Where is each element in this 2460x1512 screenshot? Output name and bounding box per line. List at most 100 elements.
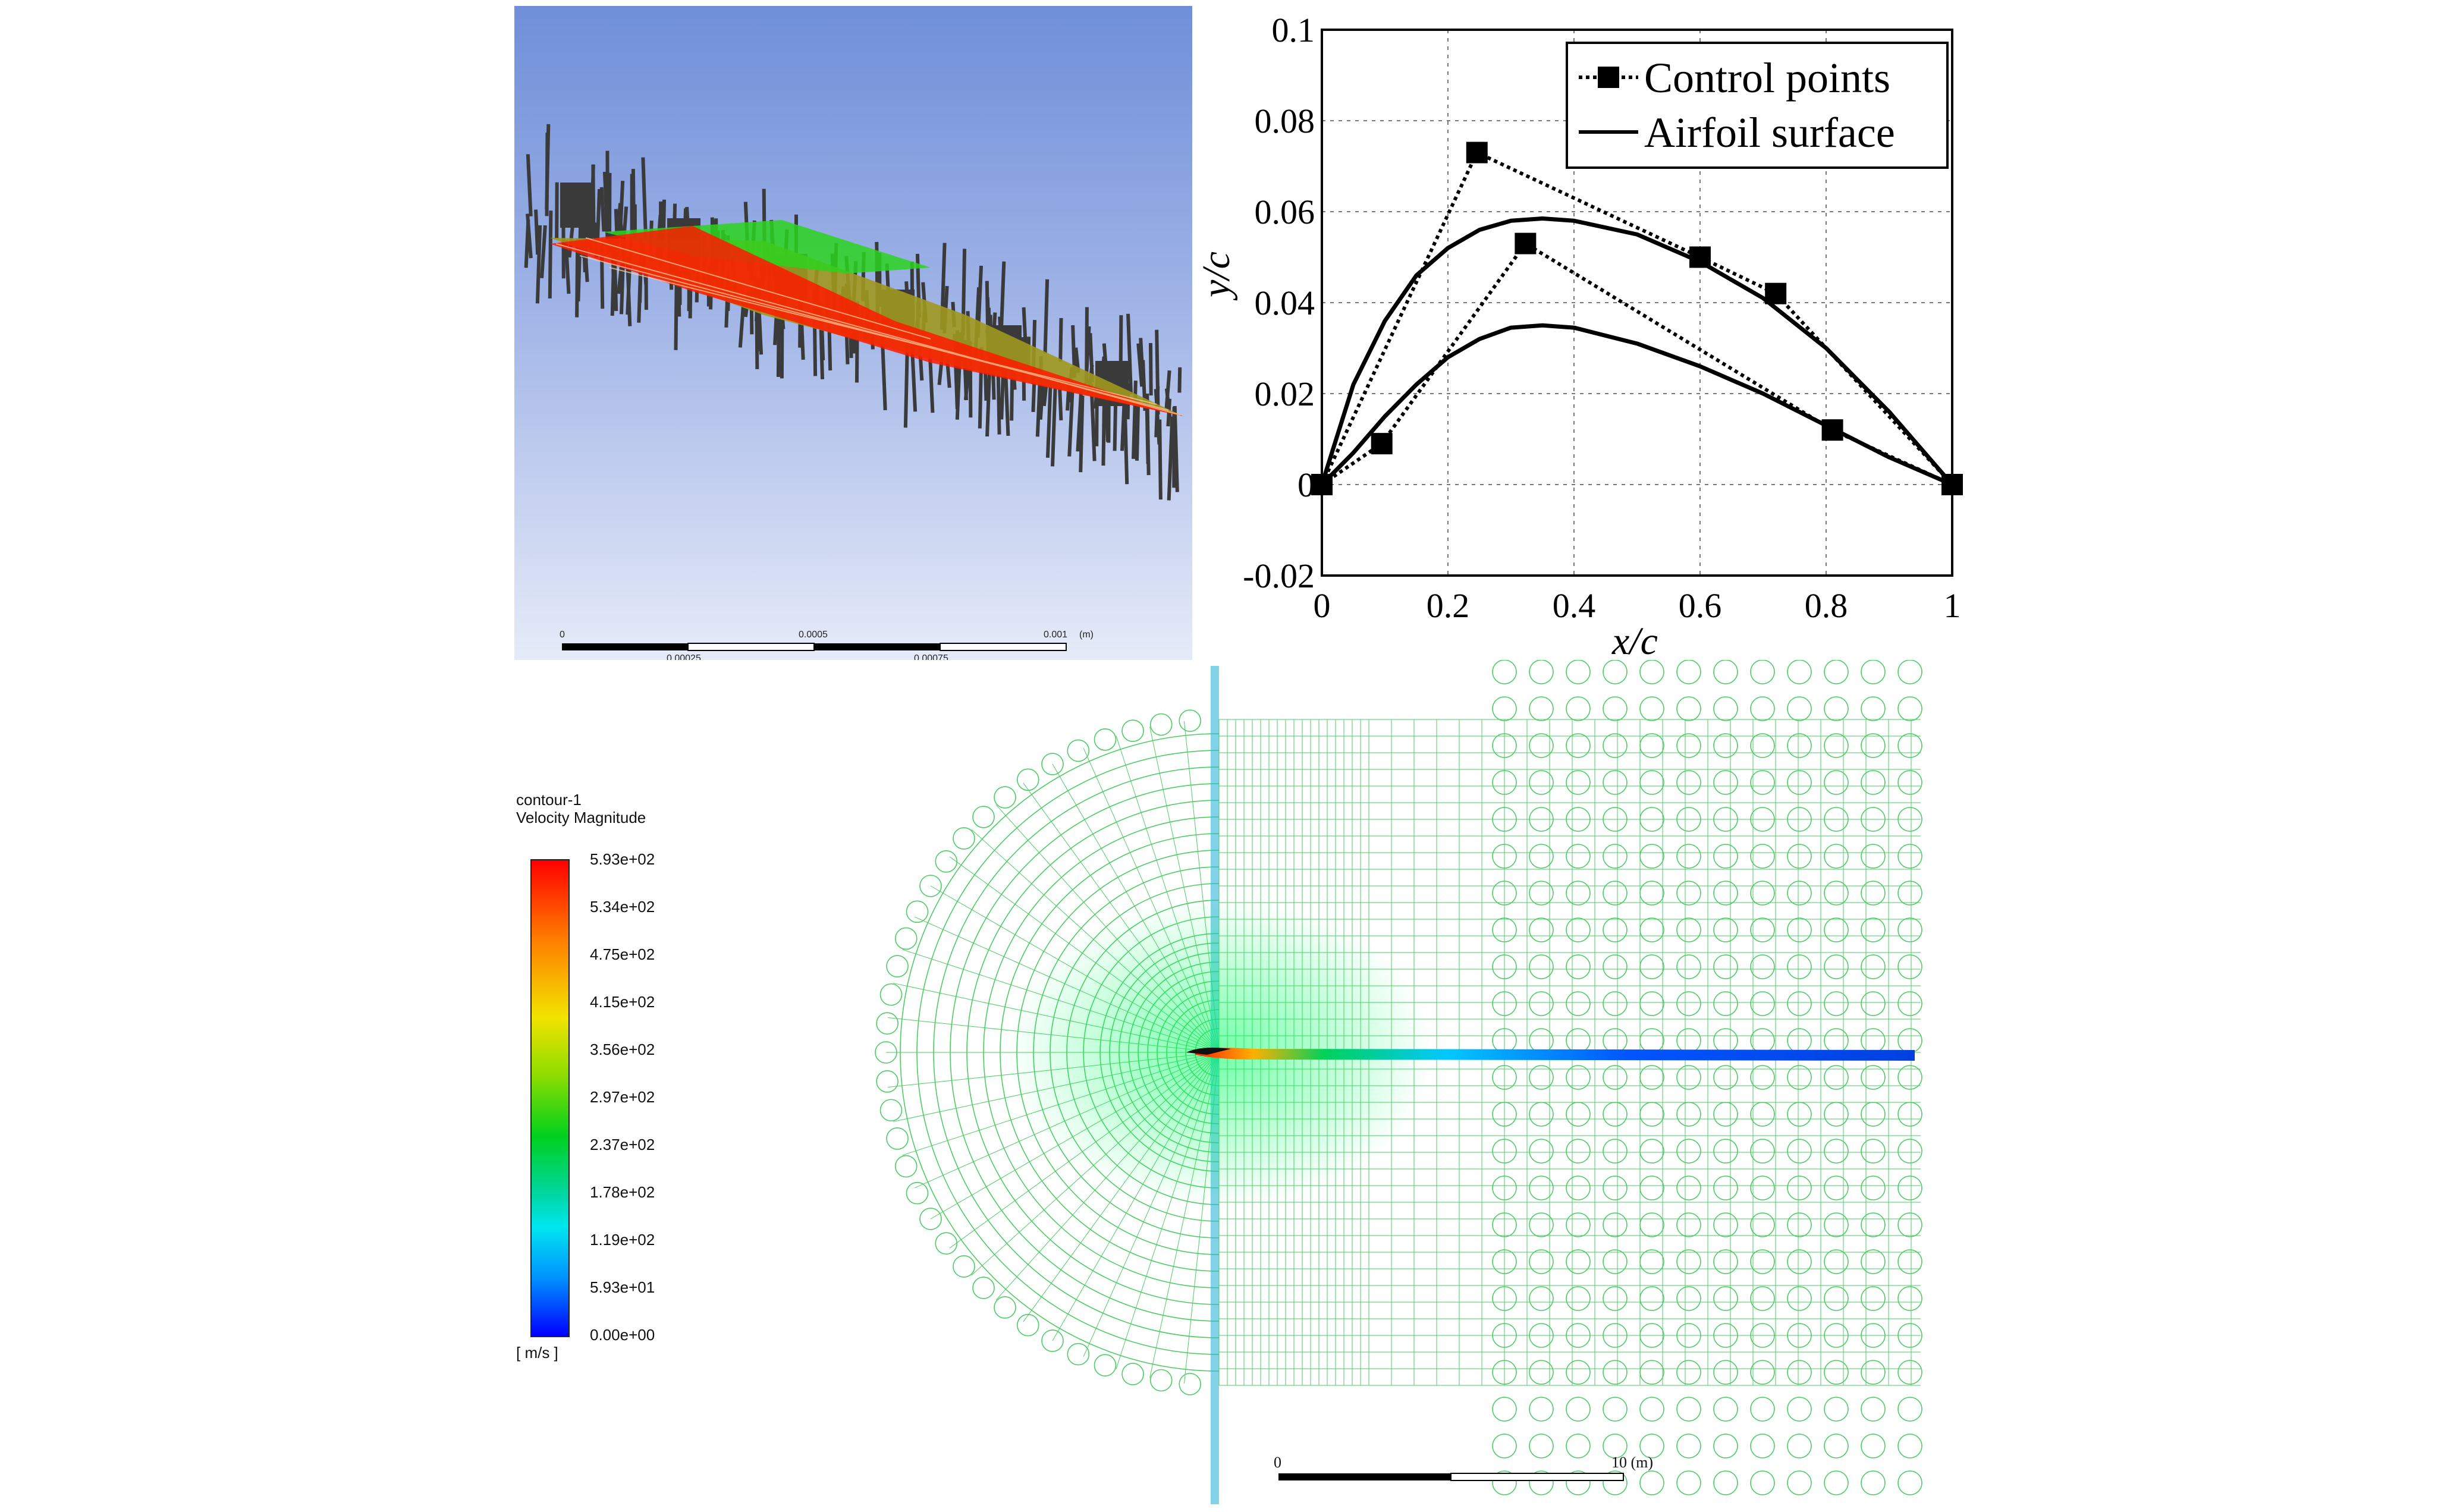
normal-arrow — [1132, 381, 1138, 459]
mesh-node-marker — [1750, 991, 1775, 1016]
mesh-node-marker — [1639, 954, 1664, 979]
mesh-node-marker — [1492, 1286, 1517, 1311]
mesh-node-marker — [1824, 807, 1849, 832]
mesh-node-marker — [1824, 991, 1849, 1016]
normal-arrow — [526, 154, 533, 216]
mesh-node-marker — [875, 1041, 897, 1064]
normal-arrow — [1031, 382, 1036, 412]
mesh-node-marker — [1713, 733, 1738, 758]
mesh-node-marker — [1861, 696, 1886, 721]
mesh-node-marker — [1603, 1397, 1628, 1422]
mesh-node-marker — [1639, 1065, 1664, 1090]
control-point-marker — [1515, 232, 1537, 254]
normal-arrow — [534, 209, 540, 255]
mesh-3d-view: 0 0.0005 0.001 (m) 0.00025 0.00075 — [514, 6, 1192, 660]
mesh-node-marker — [1897, 1434, 1922, 1458]
mesh-node-marker — [1897, 844, 1922, 869]
x-tick-label: 0.4 — [1553, 586, 1596, 625]
x-tick-label: 1 — [1944, 586, 1961, 625]
control-point-marker — [1371, 433, 1393, 455]
mesh-node-marker — [1639, 696, 1664, 721]
mesh-node-marker — [1639, 1360, 1664, 1385]
mesh-node-marker — [1492, 991, 1517, 1016]
mesh-node-marker — [1787, 1434, 1812, 1458]
mesh-node-marker — [1603, 733, 1628, 758]
mesh-scale-label-0: 0 — [560, 630, 565, 640]
mesh-node-marker — [1787, 881, 1812, 906]
mesh-node-marker — [1603, 1028, 1628, 1053]
mesh-node-marker — [1824, 1286, 1849, 1311]
normal-arrow — [1126, 313, 1133, 394]
mesh-node-marker — [1861, 660, 1886, 684]
mesh-node-marker — [1566, 1286, 1591, 1311]
mesh-node-marker — [1676, 696, 1701, 721]
mesh-node-marker — [1750, 807, 1775, 832]
chart-series — [1311, 142, 1963, 495]
mesh-node-marker — [1492, 1175, 1517, 1200]
mesh-node-marker — [1787, 770, 1812, 795]
mesh-node-marker — [894, 927, 918, 950]
mesh-node-marker — [1492, 1102, 1517, 1127]
mesh-node-marker — [1676, 1065, 1701, 1090]
mesh-node-marker — [1824, 1323, 1849, 1348]
y-tick-label: 0.1 — [1272, 11, 1315, 49]
mesh-node-marker — [1492, 881, 1517, 906]
mesh-node-marker — [1603, 1323, 1628, 1348]
mesh-node-marker — [1603, 696, 1628, 721]
mesh-node-marker — [1529, 1065, 1554, 1090]
mesh-node-marker — [1861, 1065, 1886, 1090]
mesh-node-marker — [1824, 1102, 1849, 1127]
colorbar-label: 2.37e+02 — [590, 1136, 655, 1153]
normal-arrow — [1050, 382, 1057, 467]
mesh-node-marker — [1639, 917, 1664, 942]
mesh-node-marker — [1676, 1434, 1701, 1458]
mesh-node-marker — [1566, 660, 1591, 684]
mesh-node-marker — [1713, 1212, 1738, 1237]
mesh-node-marker — [1639, 1028, 1664, 1053]
normal-arrow — [1079, 395, 1085, 473]
mesh-node-marker — [1787, 1139, 1812, 1164]
mesh-scale-bar: 0 0.0005 0.001 (m) 0.00025 0.00075 — [560, 630, 1094, 660]
mesh-node-marker — [1787, 733, 1812, 758]
mesh-node-marker — [1529, 807, 1554, 832]
mesh-node-marker — [1529, 954, 1554, 979]
mesh-node-marker — [1897, 1102, 1922, 1127]
mesh-node-marker — [1750, 1434, 1775, 1458]
mesh-node-marker — [1149, 713, 1173, 736]
mesh-node-marker — [1787, 1249, 1812, 1274]
normal-arrow — [535, 225, 542, 304]
y-tick-label: 0.06 — [1255, 193, 1315, 231]
mesh-node-marker — [1603, 844, 1628, 869]
colorbar-label: 0.00e+00 — [590, 1326, 655, 1344]
normal-arrow — [1067, 387, 1075, 457]
colorbar — [530, 859, 570, 1337]
mesh-node-marker — [1861, 1397, 1886, 1422]
mesh-node-marker — [1121, 719, 1144, 742]
mesh-node-marker — [1713, 1360, 1738, 1385]
mesh-node-marker — [1676, 1286, 1701, 1311]
mesh-node-marker — [1713, 1175, 1738, 1200]
mesh-node-marker — [1897, 1065, 1922, 1090]
mesh-node-marker — [1566, 1397, 1591, 1422]
mesh-node-marker — [1861, 1212, 1886, 1237]
mesh-node-marker — [1750, 1028, 1775, 1053]
mesh-node-marker — [1566, 917, 1591, 942]
mesh-node-marker — [1861, 1434, 1886, 1458]
mesh-node-marker — [1787, 696, 1812, 721]
mesh-node-marker — [1179, 709, 1201, 732]
mesh-node-marker — [1492, 917, 1517, 942]
mesh-node-marker — [1861, 1028, 1886, 1053]
colorbar-label: 5.93e+02 — [590, 850, 655, 868]
mesh-node-marker — [1861, 1102, 1886, 1127]
mesh-node-marker — [1639, 1102, 1664, 1127]
mesh-node-marker — [1566, 1360, 1591, 1385]
normal-arrow — [641, 157, 648, 239]
mesh-node-marker — [1713, 1102, 1738, 1127]
colorbar-label: 5.93e+01 — [590, 1278, 655, 1296]
mesh-node-marker — [1639, 844, 1664, 869]
mesh-node-marker — [1529, 1434, 1554, 1458]
mesh-node-marker — [1529, 1175, 1554, 1200]
mesh-node-marker — [1787, 1470, 1812, 1495]
mesh-node-marker — [1639, 1175, 1664, 1200]
